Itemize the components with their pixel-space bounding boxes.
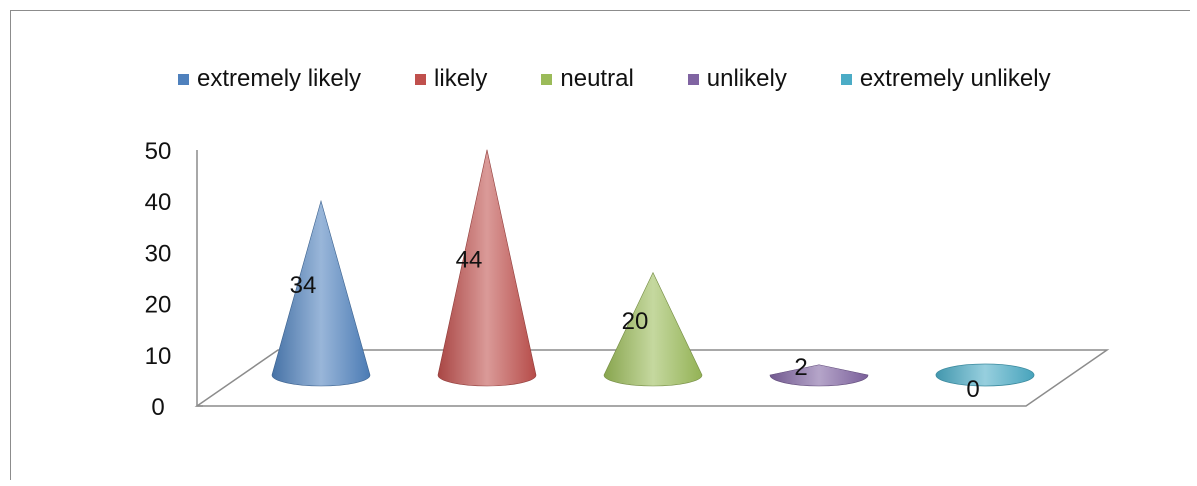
y-tick-label: 20 bbox=[145, 292, 172, 319]
legend-item-extremely-likely: extremely likely bbox=[178, 65, 361, 93]
y-axis-line bbox=[196, 150, 203, 407]
legend-item-unlikely: unlikely bbox=[687, 65, 787, 93]
legend-swatch bbox=[687, 73, 699, 85]
legend-label: neutral bbox=[560, 65, 634, 92]
chart-legend: extremely likely likely neutral unlikely… bbox=[178, 62, 1051, 96]
cone-mark bbox=[603, 271, 703, 387]
floor-plane bbox=[194, 349, 1110, 407]
cone-base bbox=[604, 364, 702, 386]
legend-swatch bbox=[541, 73, 553, 85]
y-tick-label: 10 bbox=[145, 343, 172, 370]
legend-swatch bbox=[415, 73, 427, 85]
legend-label: unlikely bbox=[706, 65, 787, 92]
legend-item-extremely-unlikely: extremely unlikely bbox=[840, 65, 1051, 93]
cone-base bbox=[438, 364, 536, 386]
legend-label: extremely unlikely bbox=[859, 65, 1051, 92]
data-label: 34 bbox=[290, 272, 317, 299]
cone-mark bbox=[769, 364, 869, 387]
y-tick-label: 50 bbox=[145, 138, 172, 165]
data-label: 20 bbox=[622, 308, 649, 335]
y-tick-label: 0 bbox=[151, 394, 164, 421]
cone-mark bbox=[437, 149, 537, 387]
legend-label: likely bbox=[434, 65, 488, 92]
data-label: 0 bbox=[966, 376, 979, 403]
y-tick-label: 40 bbox=[145, 189, 172, 216]
data-label: 2 bbox=[794, 354, 807, 381]
cone-base bbox=[770, 364, 868, 386]
cone-mark bbox=[271, 199, 371, 387]
y-tick-label: 30 bbox=[145, 240, 172, 267]
legend-swatch bbox=[840, 73, 852, 85]
chart-frame bbox=[10, 10, 1190, 480]
legend-label: extremely likely bbox=[197, 65, 362, 92]
legend-swatch bbox=[178, 73, 189, 85]
data-label: 44 bbox=[456, 246, 483, 273]
cone-base bbox=[935, 363, 1035, 387]
legend-item-likely: likely bbox=[415, 65, 487, 93]
cone-base bbox=[272, 364, 370, 386]
legend-item-neutral: neutral bbox=[541, 65, 634, 93]
